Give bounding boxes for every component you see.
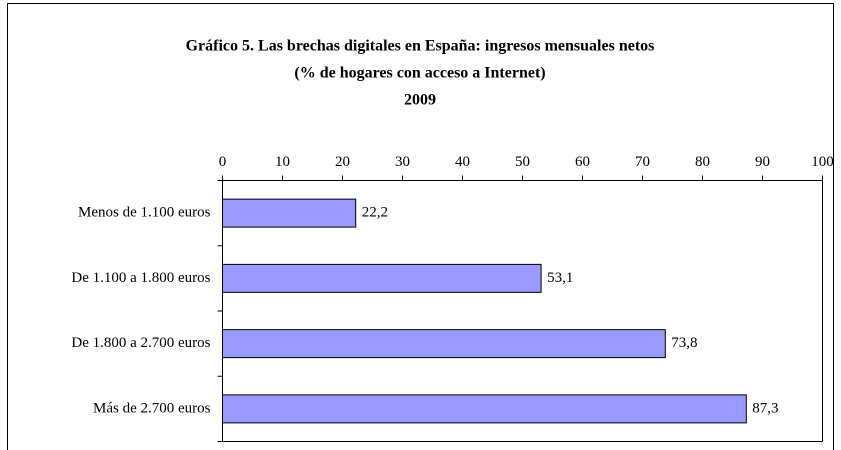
x-tick-label: 80 (695, 154, 710, 170)
bar (222, 198, 357, 228)
x-tick-label: 0 (219, 154, 227, 170)
x-tick-label: 20 (335, 154, 350, 170)
bar (222, 394, 747, 424)
x-tick-label: 50 (515, 154, 530, 170)
value-label: 22,2 (362, 205, 388, 221)
x-tick-label: 40 (455, 154, 470, 170)
y-tick-label: Menos de 1.100 euros (78, 205, 211, 221)
value-label: 53,1 (547, 270, 573, 286)
value-label: 87,3 (752, 400, 778, 416)
chart-frame (7, 3, 834, 450)
x-tick-label: 70 (635, 154, 650, 170)
y-tick-label: De 1.800 a 2.700 euros (71, 335, 210, 351)
x-tick-label: 30 (395, 154, 410, 170)
chart-subtitle: (% de hogares con acceso a Internet) (294, 65, 545, 82)
y-tick-label: De 1.100 a 1.800 euros (71, 270, 210, 286)
value-label: 73,8 (671, 335, 697, 351)
bar (222, 263, 542, 293)
chart-title: Gráfico 5. Las brechas digitales en Espa… (186, 38, 655, 55)
x-tick-label: 90 (755, 154, 770, 170)
chart-year: 2009 (404, 92, 436, 109)
x-tick-label: 60 (575, 154, 590, 170)
x-tick-label: 100 (811, 154, 834, 170)
x-tick-label: 10 (275, 154, 290, 170)
bar (222, 329, 666, 359)
y-tick-label: Más de 2.700 euros (93, 400, 211, 416)
